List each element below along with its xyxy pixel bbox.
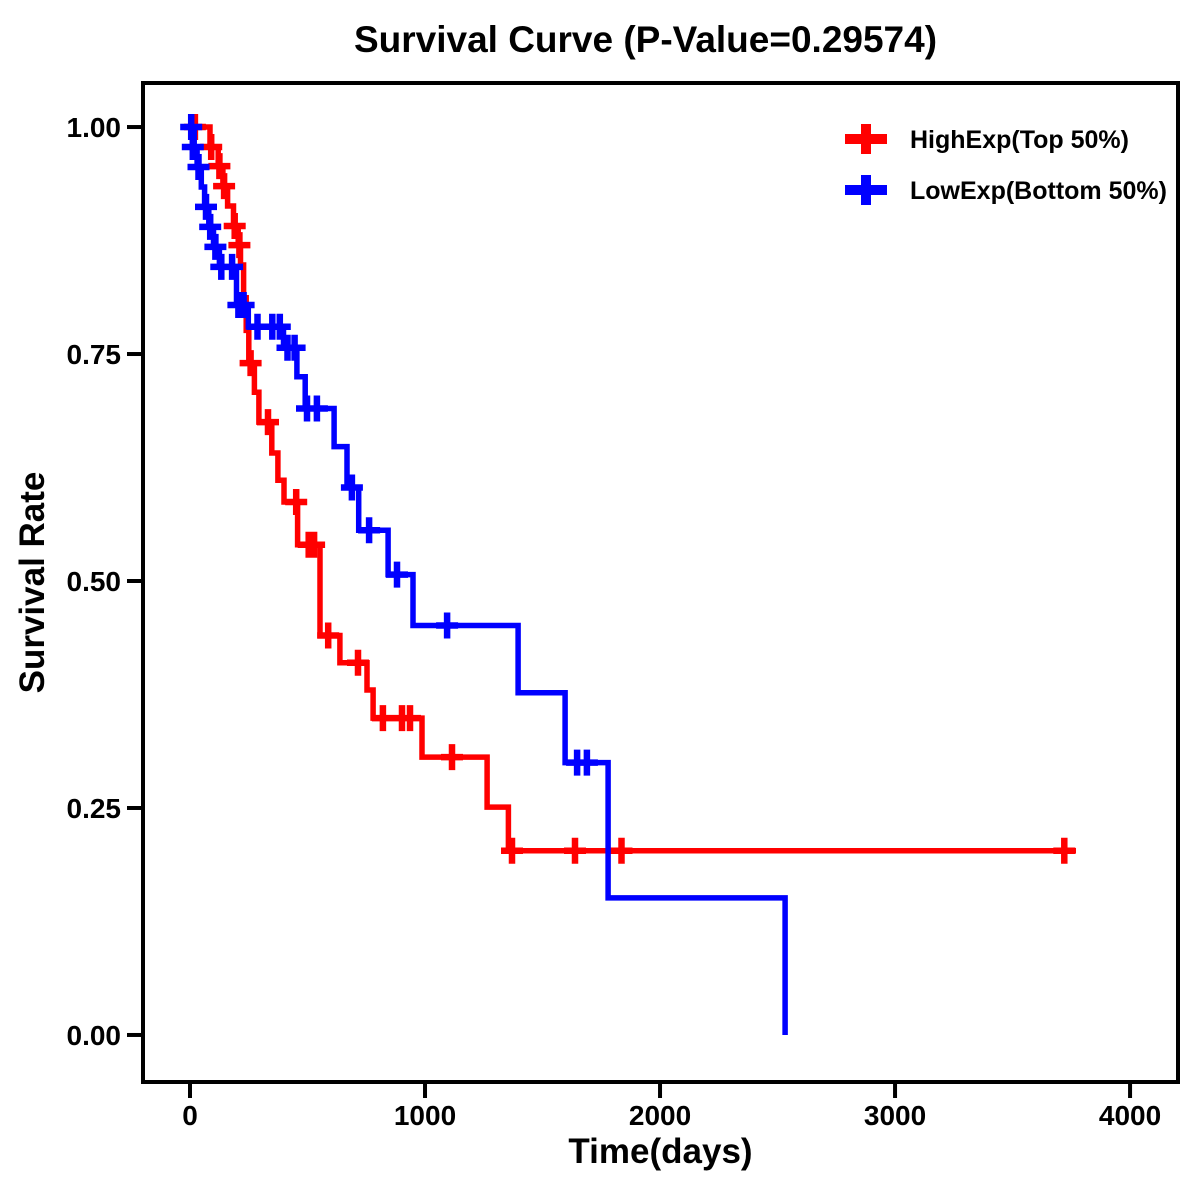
plot-border — [141, 81, 1180, 1084]
legend-label: HighExp(Top 50%) — [910, 126, 1129, 154]
x-tick-label: 3000 — [864, 1100, 926, 1131]
x-tick-label: 1000 — [394, 1100, 456, 1131]
legend-item-highexp: HighExp(Top 50%) — [845, 124, 1129, 154]
survival-curve-highexp — [190, 124, 1076, 854]
x-tick-label: 4000 — [1099, 1100, 1161, 1131]
y-axis: 0.00 0.25 0.50 0.75 1.00 — [67, 112, 141, 1051]
x-axis: 0 1000 2000 3000 4000 — [182, 1084, 1161, 1131]
legend-plus-icon — [845, 124, 887, 154]
legend-item-lowexp: LowExp(Bottom 50%) — [845, 175, 1167, 205]
legend: HighExp(Top 50%) LowExp(Bottom 50%) — [845, 124, 1167, 205]
y-tick-label: 0.00 — [67, 1020, 122, 1051]
y-tick-label: 0.25 — [67, 793, 122, 824]
survival-curve-lowexp — [190, 124, 788, 1035]
y-axis-label: Survival Rate — [13, 472, 52, 694]
y-tick-label: 0.75 — [67, 339, 122, 370]
y-tick-label: 0.50 — [67, 566, 122, 597]
y-tick-label: 1.00 — [67, 112, 122, 143]
legend-plus-icon — [845, 175, 887, 205]
x-tick-label: 0 — [182, 1100, 198, 1131]
censor-marks-highexp — [183, 114, 1076, 864]
legend-label: LowExp(Bottom 50%) — [910, 177, 1167, 205]
censor-marks-lowexp — [180, 114, 598, 776]
series-group — [180, 114, 1076, 1035]
chart-title: Survival Curve (P-Value=0.29574) — [354, 19, 937, 60]
x-axis-label: Time(days) — [568, 1132, 752, 1171]
x-tick-label: 2000 — [629, 1100, 691, 1131]
